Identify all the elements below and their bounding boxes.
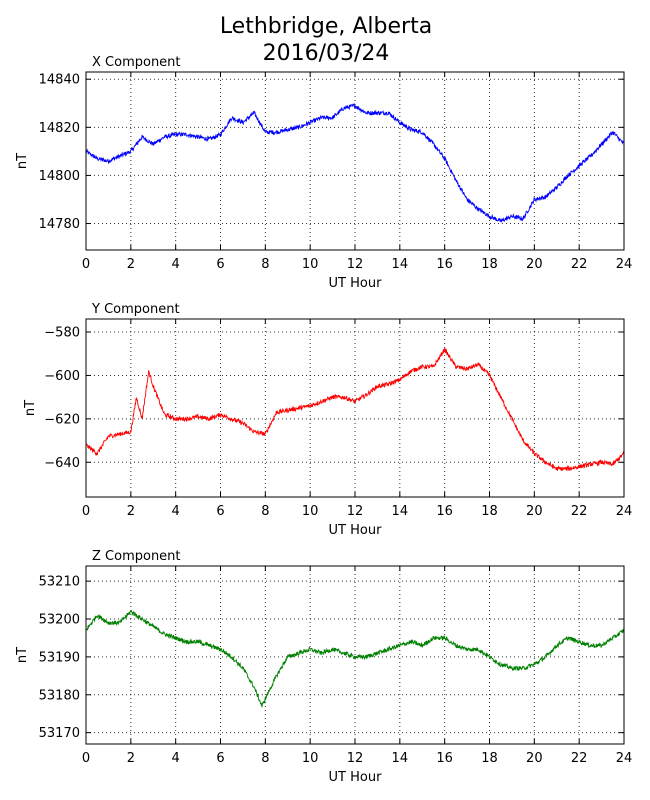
- x-tick-label: 20: [526, 504, 543, 519]
- series-line-z: [85, 609, 625, 708]
- y-axis-label-z: nT: [15, 647, 30, 663]
- figure-title-location: Lethbridge, Alberta: [220, 14, 432, 39]
- x-tick-label: 2: [127, 751, 135, 766]
- y-tick-label: 53200: [39, 613, 80, 628]
- x-tick-label: 12: [347, 257, 364, 272]
- panel-title-x: X Component: [92, 55, 181, 70]
- x-tick-label: 22: [571, 751, 588, 766]
- x-tick-label: 4: [172, 751, 180, 766]
- x-tick-label: 14: [392, 257, 409, 272]
- x-tick-label: 24: [616, 257, 633, 272]
- x-tick-label: 6: [216, 504, 224, 519]
- y-tick-label: −580: [44, 326, 80, 341]
- x-tick-label: 16: [436, 751, 453, 766]
- y-axis-label-y: nT: [23, 400, 38, 416]
- x-tick-label: 4: [172, 257, 180, 272]
- x-tick-label: 0: [82, 504, 90, 519]
- x-tick-label: 20: [526, 257, 543, 272]
- y-tick-label: 14780: [39, 217, 80, 232]
- y-tick-label: 53180: [39, 688, 80, 703]
- y-tick-label: 14800: [39, 169, 80, 184]
- x-tick-label: 24: [616, 504, 633, 519]
- x-tick-label: 10: [302, 257, 319, 272]
- x-tick-label: 6: [216, 751, 224, 766]
- y-axis-label-x: nT: [15, 153, 30, 169]
- x-tick-label: 20: [526, 751, 543, 766]
- x-tick-label: 2: [127, 504, 135, 519]
- x-tick-label: 8: [261, 257, 269, 272]
- series-line-x: [85, 102, 625, 223]
- x-tick-label: 12: [347, 751, 364, 766]
- y-tick-label: −600: [44, 369, 80, 384]
- x-tick-label: 16: [436, 504, 453, 519]
- x-tick-label: 24: [616, 751, 633, 766]
- panel-title-y: Y Component: [91, 302, 180, 317]
- x-tick-label: 12: [347, 504, 364, 519]
- x-tick-label: 22: [571, 257, 588, 272]
- figure-title-date: 2016/03/24: [263, 41, 390, 66]
- x-tick-label: 0: [82, 751, 90, 766]
- x-tick-label: 4: [172, 504, 180, 519]
- x-tick-label: 0: [82, 257, 90, 272]
- y-tick-label: −640: [44, 456, 80, 471]
- y-tick-label: 14840: [39, 73, 80, 88]
- x-tick-label: 18: [481, 504, 498, 519]
- x-axis-label-y: UT Hour: [329, 523, 383, 538]
- x-tick-label: 8: [261, 504, 269, 519]
- x-tick-label: 18: [481, 257, 498, 272]
- y-tick-label: 53170: [39, 726, 80, 741]
- x-axis-label-z: UT Hour: [329, 770, 383, 785]
- x-tick-label: 14: [392, 751, 409, 766]
- panel-title-z: Z Component: [92, 549, 181, 564]
- series-line-y: [85, 348, 625, 472]
- x-tick-label: 2: [127, 257, 135, 272]
- x-tick-label: 10: [302, 751, 319, 766]
- x-tick-label: 14: [392, 504, 409, 519]
- y-tick-label: 53210: [39, 575, 80, 590]
- y-tick-label: −620: [44, 412, 80, 427]
- x-tick-label: 10: [302, 504, 319, 519]
- x-tick-label: 22: [571, 504, 588, 519]
- y-tick-label: 53190: [39, 650, 80, 665]
- x-tick-label: 6: [216, 257, 224, 272]
- x-tick-label: 16: [436, 257, 453, 272]
- x-tick-label: 8: [261, 751, 269, 766]
- x-axis-label-x: UT Hour: [329, 276, 383, 291]
- y-tick-label: 14820: [39, 121, 80, 136]
- x-tick-label: 18: [481, 751, 498, 766]
